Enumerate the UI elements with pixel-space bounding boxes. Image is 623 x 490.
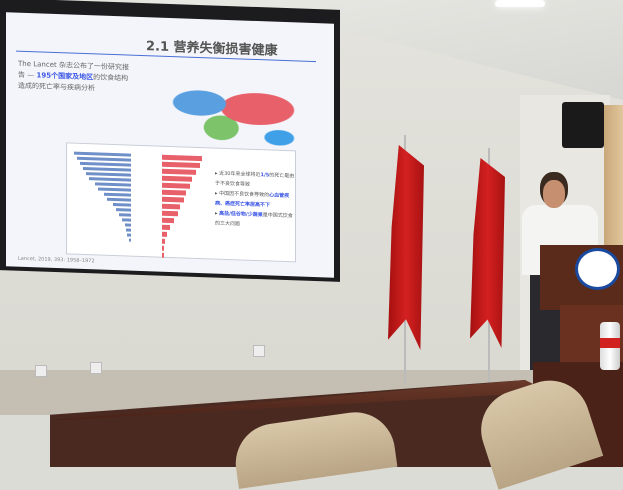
chart-bar [162, 175, 192, 182]
bullet-item: ▸ 高盐/低谷物/少蔬果是中国式饮食的三大问题 [215, 210, 293, 228]
chart-bar [122, 218, 131, 222]
university-emblem [575, 248, 620, 290]
chart-bar [162, 203, 180, 210]
chart-bar [77, 156, 131, 162]
chart-bar [80, 161, 131, 167]
ceiling-light [495, 0, 545, 7]
loudspeaker [562, 102, 604, 148]
chart-bar [162, 168, 196, 175]
power-outlet [35, 365, 47, 377]
presentation-slide: 2.1 营养失衡损害健康 The Lancet 杂志公布了一份研究报告 — 19… [6, 12, 334, 278]
slide-intro: The Lancet 杂志公布了一份研究报告 — 195个国家及地区的饮食结构造… [18, 59, 133, 96]
chart-bar [127, 233, 131, 237]
bullet-item: ▸ 近30年来全球将近1/5的死亡是由于不良饮食导致 [215, 170, 295, 188]
chart-bar [162, 224, 170, 230]
chart-bar [162, 245, 165, 251]
chart-bar [116, 208, 131, 212]
chart-bar [162, 231, 167, 237]
power-outlet [90, 362, 102, 374]
chart-bar [107, 197, 131, 202]
chart-bar [74, 151, 131, 157]
chart-bar [89, 177, 131, 182]
chart-bar [119, 213, 131, 217]
left-bar-chart [71, 151, 131, 244]
chart-bar [83, 166, 131, 172]
chart-bar [104, 192, 131, 197]
chart-bar [162, 189, 186, 196]
projection-screen: 2.1 营养失衡损害健康 The Lancet 杂志公布了一份研究报告 — 19… [0, 0, 340, 282]
chart-bar [162, 161, 200, 169]
right-bar-chart [162, 154, 202, 261]
chart-bar [95, 182, 131, 187]
chart-bar [162, 252, 164, 258]
power-outlet [253, 345, 265, 357]
chart-bar [125, 223, 131, 227]
bar-charts: ▸ 近30年来全球将近1/5的死亡是由于不良饮食导致 ▸ 中国因不良饮食导致的心… [66, 142, 296, 263]
chart-bar [98, 187, 131, 192]
bullet-item: ▸ 中国因不良饮食导致的心血管疾病、癌症死亡率居高不下 [215, 190, 290, 209]
chart-bar [126, 228, 131, 232]
chart-bar [162, 210, 178, 217]
chart-bar [86, 172, 131, 177]
chart-bar [113, 203, 131, 207]
chart-bar [162, 238, 166, 244]
chart-bar [162, 217, 174, 224]
chart-bar [162, 182, 190, 189]
presenter-face [543, 180, 565, 208]
bullet-list: ▸ 近30年来全球将近1/5的死亡是由于不良饮食导致 ▸ 中国因不良饮食导致的心… [215, 169, 295, 232]
intro-highlight: 195个国家及地区 [36, 71, 94, 82]
chart-bar [162, 154, 202, 162]
bottle-label [600, 338, 620, 348]
chart-bar [128, 238, 131, 242]
world-map [156, 69, 301, 155]
chart-bar [162, 196, 184, 203]
citation: Lancet, 2019, 393: 1958–1972 [18, 255, 95, 265]
